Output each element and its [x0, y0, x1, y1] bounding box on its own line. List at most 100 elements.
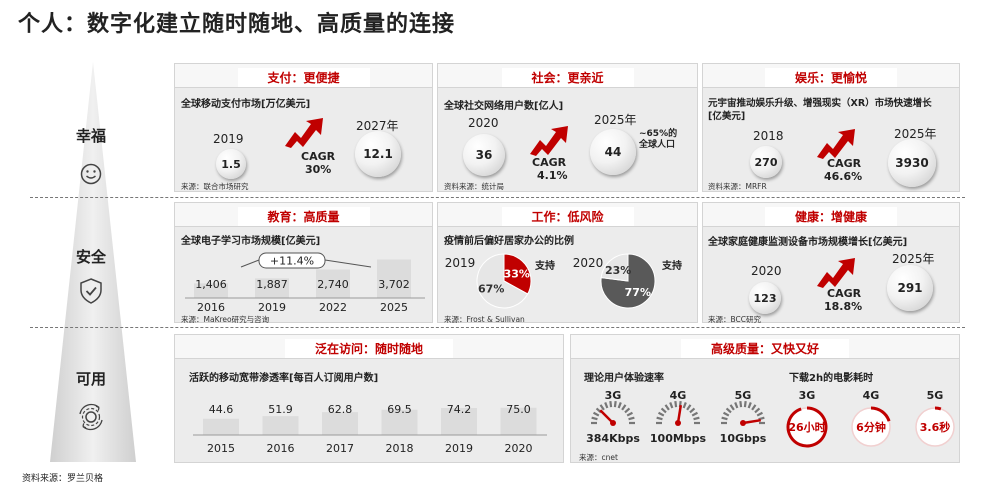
gauge-tick — [617, 402, 622, 409]
start-value-ball: 123 — [749, 282, 781, 314]
growth-arrow-icon — [817, 129, 855, 159]
pie-slice — [476, 253, 529, 309]
panel-subtitle: 元宇宙推动娱乐升级、增强现实（XR）市场快速增长 — [708, 98, 932, 109]
row-label-availability: 可用 — [75, 370, 106, 388]
gauge-tick — [734, 402, 739, 409]
start-year: 2018 — [753, 129, 784, 143]
panel-header: 社会：更亲近 — [501, 68, 634, 87]
panel-health: 健康：增健康 全球家庭健康监测设备市场规模增长[亿美元] 2020 123 CA… — [702, 202, 960, 324]
panel-subtitle: 全球移动支付市场[万亿美元] — [181, 99, 311, 110]
panel-access: 泛在访问：随时随地 活跃的移动宽带渗透率[每百人订阅用户数] 44.6 2015 5… — [174, 334, 564, 463]
broadband-bar-chart: 44.6 2015 51.9 2016 62.8 2017 69.5 2018 74.2 2019… — [193, 403, 547, 455]
network-quality-gauges: 3G 384Kbps 4G 100Mbps 5G 10Gbps 3G 26小时 4G 6分钟 5G 3… — [586, 389, 955, 448]
speed-value: 384Kbps — [586, 432, 640, 445]
bar — [316, 269, 350, 298]
x-tick-label: 2015 — [207, 442, 235, 455]
start-value-ball: 36 — [463, 134, 505, 176]
gauge-tick — [691, 411, 698, 417]
gauge-tick — [626, 411, 633, 417]
pie-slice-label: 67% — [478, 283, 504, 296]
row-divider — [30, 327, 965, 328]
growth-arrow-icon — [285, 118, 323, 148]
download-gen-label: 3G — [799, 389, 816, 402]
speed-value: 100Mbps — [650, 432, 707, 445]
x-tick-label: 2025 — [380, 301, 408, 314]
gauge-tick — [621, 404, 627, 411]
bar-value-label: 75.0 — [506, 403, 531, 416]
bar-value-label: 74.2 — [447, 403, 472, 416]
pyramid-graphic — [50, 62, 136, 462]
gauge-tick — [624, 407, 631, 414]
panel-header: 教育：高质量 — [237, 207, 370, 226]
gauge-tick — [756, 411, 763, 417]
growth-arrow-icon — [530, 126, 568, 156]
bar-value-label: 51.9 — [268, 403, 293, 416]
end-year: 2025年 — [594, 113, 637, 127]
bar — [194, 283, 228, 298]
start-year: 2020 — [468, 116, 499, 130]
elearning-bar-chart: +11.4% 1,406 2016 1,887 2019 2,740 2022 3,702 2… — [185, 252, 425, 314]
gauge-tick — [721, 416, 728, 421]
gauge-needle — [676, 405, 683, 424]
remote-work-pie-charts: 33%67%2019 支持 77% 23%2020 支持 — [445, 253, 682, 309]
gauge-needle — [742, 418, 761, 425]
gauge-tick — [593, 411, 600, 417]
gauge-tick — [751, 404, 757, 411]
bar — [381, 409, 418, 435]
panel-education: 教育：高质量 全球电子学习市场规模[亿美元] +11.4% 1,406 2016 1… — [174, 202, 433, 324]
bar — [377, 259, 411, 298]
row-label-safety: 安全 — [75, 248, 106, 266]
pie-slice — [600, 253, 629, 282]
start-value-ball: 270 — [750, 146, 782, 178]
panel-subtitle: 全球电子学习市场规模[亿美元] — [181, 236, 321, 247]
gauge-tick — [758, 416, 765, 421]
source-note: 资料来源：MRFR — [708, 182, 767, 191]
cagr-label: CAGR — [301, 150, 336, 163]
cagr-value: 30% — [305, 163, 332, 176]
row-label-happiness: 幸福 — [75, 127, 106, 145]
gauge-tick — [674, 401, 678, 408]
gauge-tick — [739, 401, 743, 408]
bar-value-label: 1,887 — [256, 278, 288, 291]
end-year: 2025年 — [894, 127, 937, 141]
speed-title: 理论用户体验速率 — [584, 373, 664, 384]
start-year: 2020 — [751, 264, 782, 278]
gauge-tick — [754, 407, 761, 414]
end-value-ball: 291 — [887, 265, 933, 311]
end-value-ball: 44 — [590, 129, 636, 175]
source-note: 来源：MaKreo研究与咨询 — [181, 315, 270, 324]
download-progress-arc — [870, 406, 891, 422]
bar-value-label: 62.8 — [328, 403, 353, 416]
bar-value-label: 44.6 — [209, 403, 234, 416]
x-tick-label: 2022 — [319, 301, 347, 314]
bar — [322, 412, 358, 435]
panel-header: 工作：低风险 — [501, 207, 634, 226]
x-tick-label: 2020 — [505, 442, 533, 455]
end-value-ball: 12.1 — [355, 131, 401, 177]
gauge-tick — [686, 404, 692, 411]
gauge-tick — [664, 404, 670, 411]
gauge-tick — [723, 411, 730, 417]
gauge-hub — [740, 420, 746, 426]
source-note: 来源：cnet — [579, 453, 618, 462]
x-tick-label: 2019 — [445, 442, 473, 455]
bar — [255, 278, 289, 298]
gauge-tick — [613, 401, 617, 408]
speed-gen-label: 3G — [605, 389, 622, 402]
pie-slice-label: 23% — [605, 264, 631, 277]
gauge-hub — [675, 420, 681, 426]
download-time-value: 26小时 — [788, 420, 825, 434]
source-note: 来源：BCC研究 — [708, 315, 761, 324]
panel-payment: 支付：更便捷 全球移动支付市场[万亿美元] 2019 1.5 CAGR 30% … — [174, 63, 433, 192]
end-value-ball: 3930 — [888, 139, 936, 187]
gauge-tick — [660, 407, 667, 414]
download-progress-arc — [786, 406, 828, 448]
gear-cycle-icon — [79, 403, 103, 431]
gauge-tick — [609, 401, 613, 408]
gauge-needle — [599, 409, 614, 424]
smiley-icon — [80, 163, 102, 185]
panel-header: 泛在访问：随时随地 — [284, 339, 454, 358]
download-time-value: 6分钟 — [856, 420, 886, 434]
x-tick-label: 2018 — [386, 442, 414, 455]
gauge-tick — [591, 416, 598, 421]
